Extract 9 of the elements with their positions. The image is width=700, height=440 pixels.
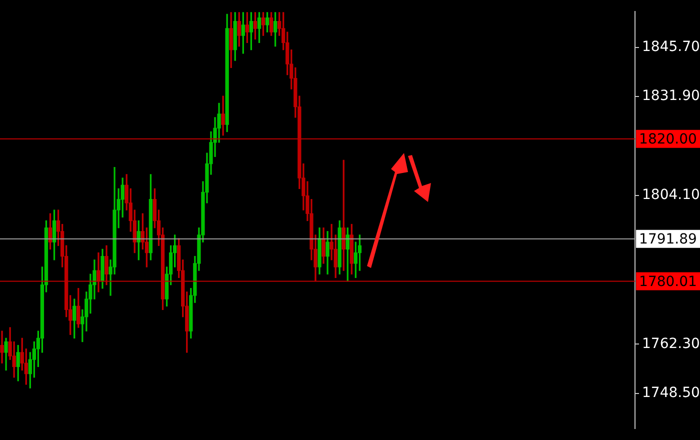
y-tick-label: 1748.50 xyxy=(642,385,700,401)
ref-line-label: 1791.89 xyxy=(639,232,697,248)
y-tick-label: 1762.30 xyxy=(642,336,700,352)
ref-line-label: 1820.00 xyxy=(639,131,697,148)
y-tick-label: 1845.70 xyxy=(642,38,700,55)
y-tick-label: 1804.10 xyxy=(642,187,700,204)
y-tick-label: 1831.90 xyxy=(642,88,700,104)
ref-line-label: 1780.01 xyxy=(639,274,697,290)
candlestick xyxy=(0,330,4,364)
